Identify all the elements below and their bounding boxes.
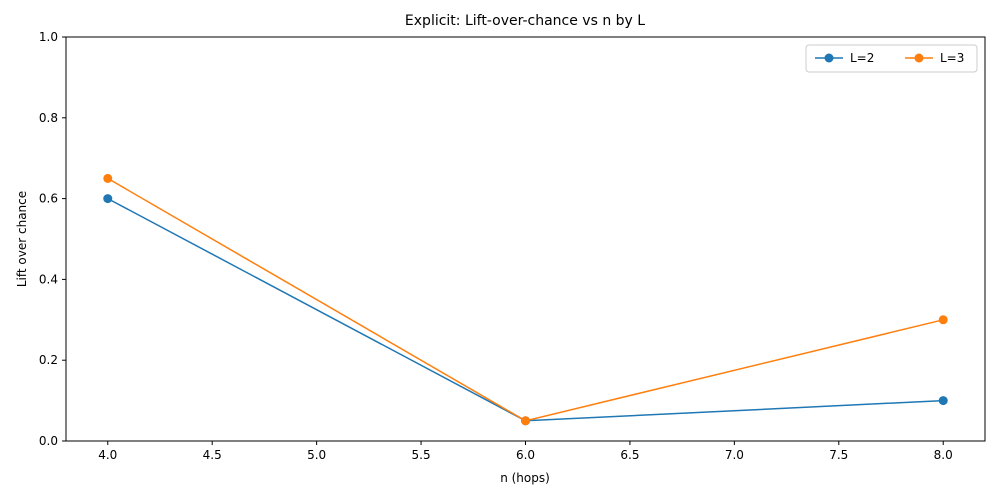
y-axis-label: Lift over chance [15,191,29,287]
x-tick-label: 8.0 [934,448,953,462]
x-axis-label: n (hops) [500,471,550,485]
y-tick-label: 0.4 [39,272,58,286]
data-point [103,173,113,183]
legend-label: L=2 [850,51,874,65]
x-tick-label: 5.0 [307,448,326,462]
y-tick-label: 0.8 [39,111,58,125]
data-point [938,396,948,406]
legend: L=2 L=3 [805,44,978,73]
legend-swatch-marker [824,53,834,63]
x-tick-label: 6.0 [516,448,535,462]
x-tick-label: 5.5 [412,448,431,462]
x-tick-label: 7.5 [829,448,848,462]
chart-title: Explicit: Lift-over-chance vs n by L [405,13,645,29]
x-tick-label: 4.5 [203,448,222,462]
x-tick-label: 4.0 [98,448,117,462]
legend-swatch-marker [914,53,924,63]
x-tick-label: 7.0 [725,448,744,462]
legend-label: L=3 [940,51,964,65]
series-l-3 [103,173,948,426]
data-point [938,315,948,325]
series-layer [103,173,948,426]
plot-frame [65,36,986,442]
y-tick-label: 0.6 [39,192,58,206]
x-axis-ticks: 4.0 4.5 5.0 5.5 6.0 6.5 7.0 7.5 8.0 [98,441,953,462]
y-tick-label: 1.0 [39,30,58,44]
y-axis-ticks: 0.0 0.2 0.4 0.6 0.8 1.0 [39,30,66,448]
data-point [521,416,530,426]
data-point [103,194,113,204]
legend-box [805,44,978,73]
x-tick-label: 6.5 [620,448,639,462]
y-tick-label: 0.2 [39,353,58,367]
y-tick-label: 0.0 [39,434,58,448]
